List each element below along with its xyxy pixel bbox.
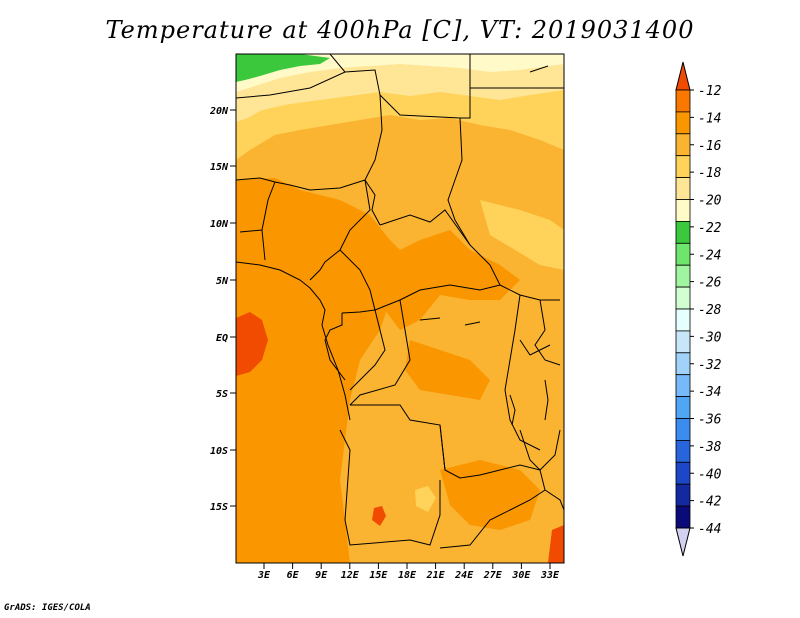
lat-label: 10S bbox=[210, 446, 228, 457]
colorbar-label: -14 bbox=[698, 111, 721, 126]
field-region-c24 bbox=[236, 54, 330, 82]
lat-label: 5S bbox=[216, 389, 228, 400]
colorbar-swatch bbox=[675, 286, 691, 310]
field-region-deep-2 bbox=[372, 506, 386, 526]
lat-label: 20N bbox=[209, 106, 229, 117]
colorbar-swatch bbox=[675, 155, 691, 178]
colorbar-label: -42 bbox=[698, 495, 722, 510]
field-region-c18-east bbox=[480, 200, 564, 270]
lat-label: 10N bbox=[210, 219, 229, 230]
field-region-c14-east bbox=[405, 340, 490, 400]
colorbar-swatch bbox=[675, 330, 691, 354]
lon-label: 24E bbox=[454, 570, 474, 581]
lon-label: 27E bbox=[483, 570, 503, 581]
country-borders bbox=[236, 54, 564, 549]
footer-credit: GrADS: IGES/COLA bbox=[4, 603, 91, 613]
colorbar-label: -18 bbox=[698, 166, 722, 181]
colorbar-top-arrow bbox=[675, 61, 691, 91]
colorbar-label: -36 bbox=[698, 413, 722, 428]
colorbar-swatch bbox=[675, 89, 691, 113]
colorbar-swatch bbox=[675, 199, 691, 222]
colorbar-label: -44 bbox=[698, 522, 721, 537]
lat-label: EQ bbox=[216, 333, 228, 344]
lat-axis: 20N 15N 10N 5N EQ 5S 10S 15S bbox=[209, 106, 236, 513]
colorbar-swatch bbox=[675, 374, 691, 398]
colorbar-label: -12 bbox=[698, 84, 722, 99]
lat-label: 15S bbox=[210, 502, 228, 513]
colorbar-swatch bbox=[675, 439, 691, 463]
lon-label: 12E bbox=[341, 570, 360, 581]
colorbar-label: -38 bbox=[698, 440, 722, 455]
colorbar-swatch bbox=[675, 111, 691, 135]
lon-label: 21E bbox=[426, 570, 446, 581]
colorbar-label: -30 bbox=[698, 330, 722, 345]
field-region-c20 bbox=[236, 54, 564, 122]
field-region-c14-central bbox=[380, 230, 520, 330]
colorbar-label: -34 bbox=[698, 385, 721, 400]
colorbar-swatch bbox=[675, 177, 691, 200]
colorbar-label: -26 bbox=[698, 276, 722, 291]
colorbar-swatch bbox=[675, 461, 691, 485]
colorbar: -12 -14 -16 -18 -20 -22 -24 -26 -28 -30 -32 -34 -36 -… bbox=[675, 61, 722, 557]
field-region-c18-south bbox=[415, 486, 436, 512]
colorbar-swatch bbox=[675, 352, 691, 376]
lon-axis: 3E 6E 9E 12E 15E 18E 21E 24E 27E 30E 33E bbox=[257, 563, 560, 581]
colorbar-swatch bbox=[675, 396, 691, 419]
field-region-deep-3 bbox=[548, 525, 564, 563]
colorbar-label: -28 bbox=[698, 303, 722, 318]
colorbar-bottom-arrow bbox=[675, 527, 691, 557]
colorbar-label: -22 bbox=[698, 221, 722, 236]
colorbar-swatch bbox=[675, 483, 691, 507]
lat-label: 5N bbox=[216, 276, 229, 287]
lon-label: 3E bbox=[257, 570, 271, 581]
colorbar-swatch bbox=[675, 505, 691, 529]
colorbar-swatch bbox=[675, 418, 691, 441]
map-frame bbox=[235, 53, 565, 564]
colorbar-swatch bbox=[675, 308, 691, 332]
colorbar-swatch bbox=[675, 242, 691, 266]
lon-label: 33E bbox=[540, 570, 560, 581]
lat-label: 15N bbox=[210, 162, 229, 173]
colorbar-label: -16 bbox=[698, 139, 722, 154]
colorbar-swatch bbox=[675, 133, 691, 157]
map-panel: 20N 15N 10N 5N EQ 5S 10S 15S 3E 6E 9E 12E 15E 18E 21E… bbox=[209, 53, 565, 581]
colorbar-label: -40 bbox=[698, 467, 722, 482]
lon-label: 9E bbox=[315, 570, 328, 581]
field-region-deep-1 bbox=[236, 312, 268, 376]
colorbar-swatch bbox=[675, 264, 691, 288]
colorbar-swatch bbox=[675, 220, 691, 244]
colorbar-label: -20 bbox=[698, 194, 722, 209]
colorbar-label: -32 bbox=[698, 358, 722, 373]
lon-label: 18E bbox=[398, 570, 417, 581]
colorbar-label: -24 bbox=[698, 248, 721, 263]
map-title: Temperature at 400hPa [C], VT: 201903140… bbox=[105, 16, 695, 44]
field-region-c14-west bbox=[236, 178, 420, 563]
lon-label: 15E bbox=[369, 570, 388, 581]
lon-label: 30E bbox=[511, 570, 531, 581]
lon-label: 6E bbox=[287, 570, 300, 581]
